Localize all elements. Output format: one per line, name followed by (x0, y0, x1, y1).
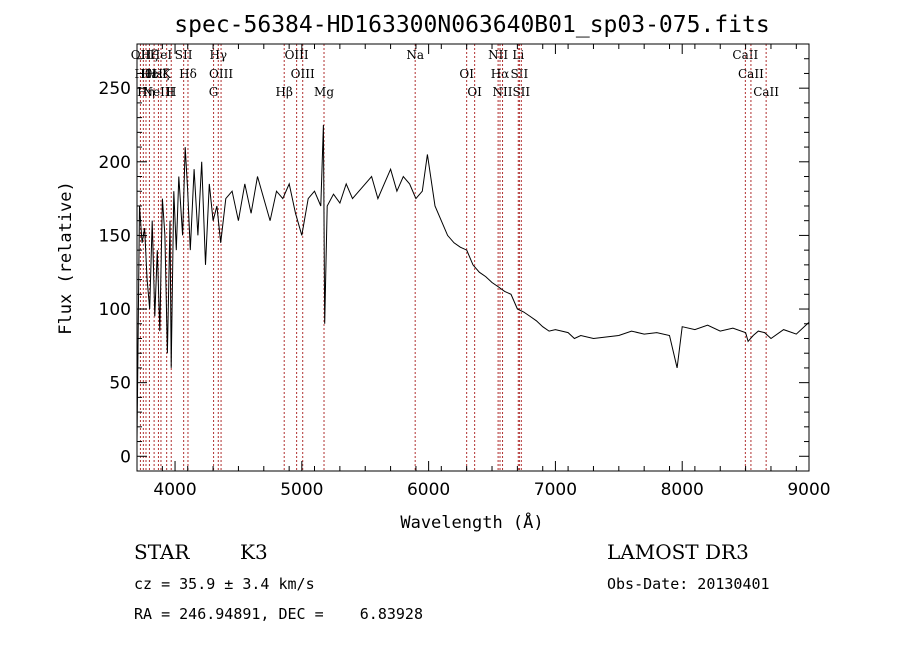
marker-label: Na (406, 48, 424, 62)
redshift-text: cz = 35.9 ± 3.4 km/s (134, 575, 315, 593)
x-tick-label: 9000 (787, 480, 830, 500)
chart-title: spec-56384-HD163300N063640B01_sp03-075.f… (174, 12, 769, 38)
axes-ticks: 4000 5000 6000 7000 8000 9000 0 50 100 150 200 250 (99, 44, 831, 500)
marker-label: OIII (209, 67, 233, 81)
y-tick-label: 0 (120, 447, 131, 467)
x-tick-label: 6000 (407, 480, 450, 500)
y-tick-label: 50 (109, 374, 131, 394)
x-tick-label: 7000 (534, 480, 577, 500)
marker-label: Li (512, 48, 524, 62)
marker-label: Mg (314, 85, 334, 99)
marker-label: Hε (141, 67, 158, 81)
marker-label: NII (488, 48, 508, 62)
coords-text: RA = 246.94891, DEC = 6.83928 (134, 605, 423, 623)
object-class: STAR (134, 540, 190, 564)
y-tick-label: 200 (99, 153, 131, 173)
obs-date: Obs-Date: 20130401 (607, 575, 770, 593)
marker-label: OIII (285, 48, 309, 62)
y-tick-label: 100 (99, 300, 131, 320)
y-tick-label: 250 (99, 79, 131, 99)
marker-label: SII (512, 85, 530, 99)
marker-label: Hγ (209, 48, 227, 62)
marker-label: Hδ (179, 67, 197, 81)
marker-label: OIII (291, 67, 315, 81)
marker-label: Hζ (152, 67, 169, 81)
marker-label: Hβ (276, 85, 293, 99)
x-tick-label: 4000 (153, 480, 196, 500)
marker-label: OI (459, 67, 474, 81)
subclass: K3 (240, 540, 268, 564)
x-tick-label: 5000 (280, 480, 323, 500)
plot-frame (136, 43, 810, 472)
marker-label: OI (467, 85, 482, 99)
survey-name: LAMOST DR3 (607, 540, 749, 564)
marker-label: Hα (491, 67, 510, 81)
series-group (136, 124, 810, 442)
marker-label: NII (493, 85, 513, 99)
marker-label: SII (511, 67, 529, 81)
marker-label: G (209, 85, 219, 99)
x-axis-label: Wavelength (Å) (400, 511, 543, 533)
marker-label: HeI (150, 48, 173, 62)
marker-label: Hθ (134, 67, 152, 81)
marker-label: Hζ (141, 48, 158, 62)
marker-label: CaII (753, 85, 779, 99)
marker-label: OII (131, 48, 151, 62)
marker-label: K (162, 67, 172, 81)
line-markers: OIIHθHηHζHεHεNeIIIHeIHζKHSIIHδGHγOIIIHβO… (131, 44, 779, 471)
x-tick-label: 8000 (661, 480, 704, 500)
marker-label: CaII (738, 67, 764, 81)
marker-label: CaII (732, 48, 758, 62)
marker-label: H (166, 85, 176, 99)
y-axis-label: Flux (relative) (56, 181, 76, 335)
y-tick-label: 150 (99, 226, 131, 246)
spectrum-line (136, 124, 810, 442)
marker-label: SII (175, 48, 193, 62)
